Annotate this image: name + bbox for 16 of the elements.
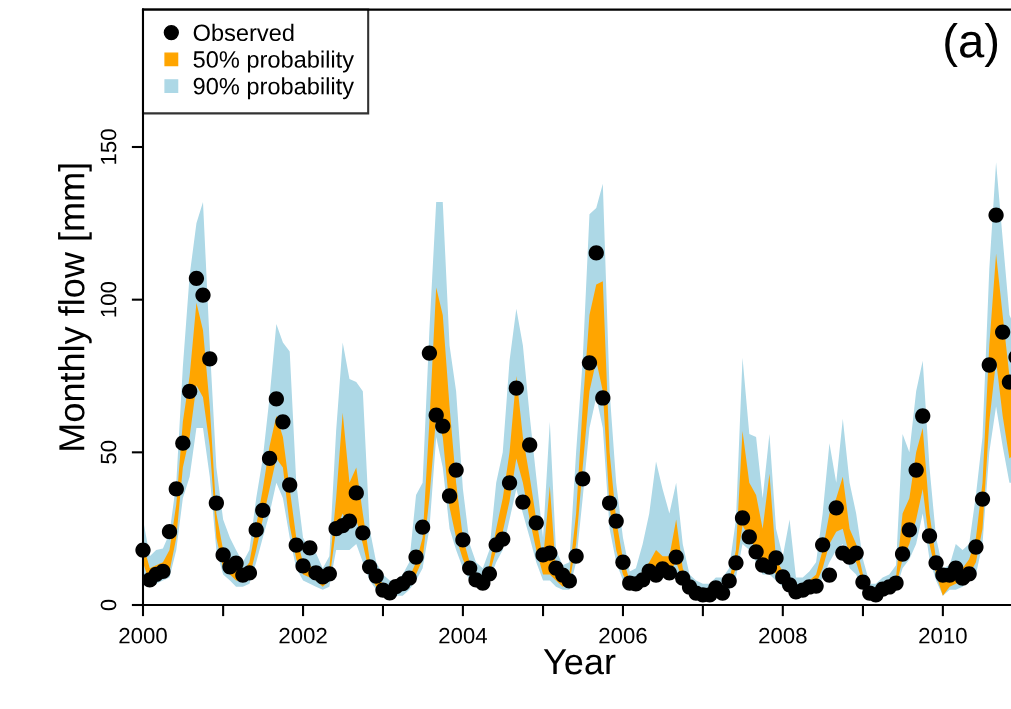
x-tick-label: 2010 <box>919 627 967 644</box>
y-tick-label: 100 <box>100 282 117 317</box>
x-tick-label: 2008 <box>759 627 807 644</box>
y-tick-label: 50 <box>100 440 117 464</box>
legend-label: 50% probability <box>193 50 354 73</box>
x-tick-label: 2000 <box>119 627 167 644</box>
legend-label: 90% probability <box>193 77 354 100</box>
y-axis-title: Monthly flow [mm] <box>58 164 92 450</box>
y-tick-label: 0 <box>100 599 117 611</box>
annotation: (a) <box>945 22 998 67</box>
x-tick-label: 2004 <box>439 627 487 644</box>
x-axis-title: Year <box>543 649 616 675</box>
legend-label: Observed <box>193 23 294 42</box>
x-tick-label: 2006 <box>599 627 647 644</box>
x-tick-label: 2002 <box>279 627 327 644</box>
y-tick-label: 150 <box>100 129 117 164</box>
